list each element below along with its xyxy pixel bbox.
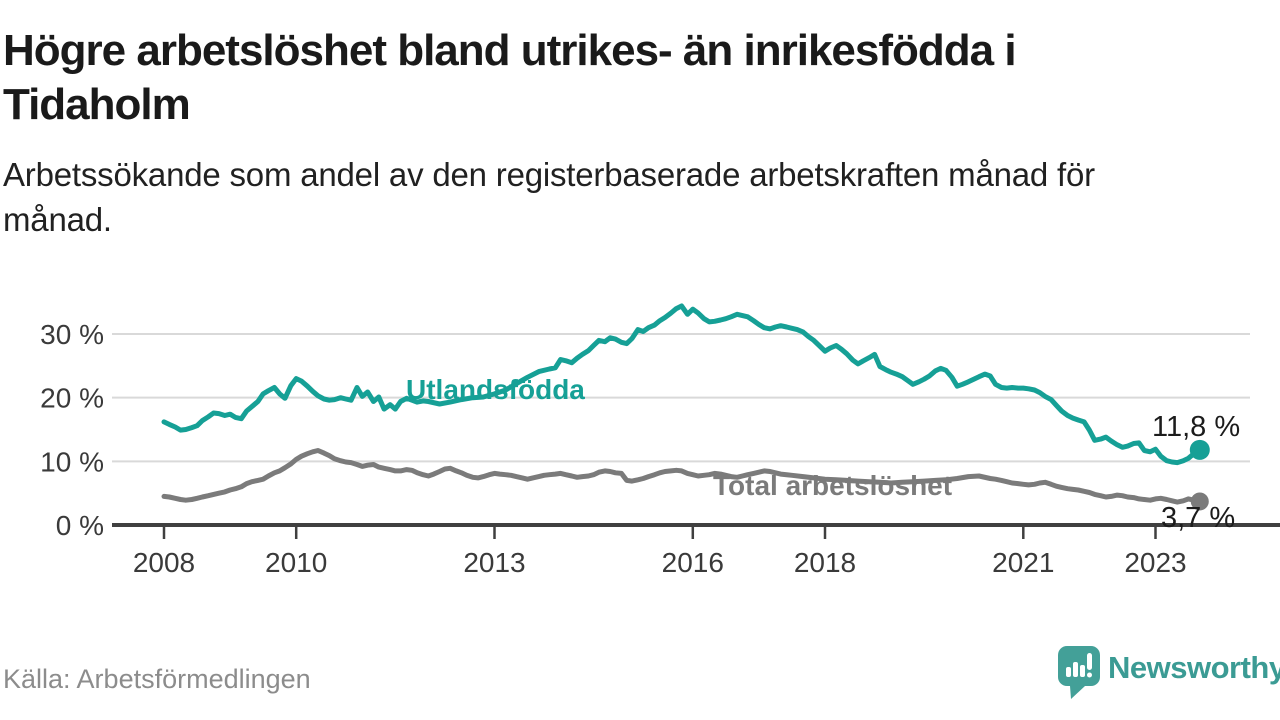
end-value-label-utlandsfodda: 11,8 %: [1152, 411, 1241, 443]
series-label-total-arbetsloshet: Total arbetslöshet: [713, 470, 953, 501]
series-line-1: [161, 448, 1203, 505]
source-note: Källa: Arbetsförmedlingen: [3, 664, 311, 694]
y-axis-tick-label: 10 %: [40, 446, 104, 477]
x-axis-tick-label: 2021: [992, 547, 1054, 578]
series-line-0: [161, 303, 1203, 466]
y-axis-tick-label: 0 %: [56, 510, 104, 541]
series-end-dot-1: [1190, 492, 1209, 511]
x-axis-tick-label: 2013: [463, 547, 525, 578]
line-chart-canvas: 0 % 10 % 20 % 30 % 2008 2010 2013 2016 2018 2021 2…: [40, 303, 1280, 578]
page-title: Högre arbetslöshet bland utrikes- än inr…: [3, 24, 1265, 132]
x-axis-tick-label: 2016: [662, 547, 724, 578]
chart-subtitle: Arbetssökande som andel av den registerb…: [3, 152, 1203, 242]
x-axis-tick-label: 2023: [1124, 547, 1186, 578]
end-value-label-total: 3,7 %: [1161, 502, 1236, 534]
series-label-utlandsfodda: Utlandsfödda: [406, 374, 585, 405]
y-axis-tick-label: 30 %: [40, 319, 104, 350]
newsworthy-logo: Newsworthy: [1058, 646, 1280, 700]
newsworthy-logo-icon: [1058, 646, 1100, 699]
title-line-2: Tidaholm: [3, 80, 191, 129]
y-axis-tick-label: 20 %: [40, 383, 104, 414]
series-end-dot-0: [1189, 439, 1210, 460]
bar-chart-glyph: [1066, 667, 1071, 677]
x-axis-tick-label: 2018: [794, 547, 856, 578]
x-axis-tick-label: 2008: [133, 547, 195, 578]
title-line-1: Högre arbetslöshet bland utrikes- än inr…: [3, 26, 1017, 75]
newsworthy-wordmark: Newsworthy: [1108, 650, 1280, 685]
exclamation-glyph: [1087, 653, 1092, 670]
subtitle-line-1: Arbetssökande som andel av den registerb…: [3, 156, 1095, 193]
subtitle-line-2: månad.: [3, 201, 112, 238]
x-axis-tick-label: 2010: [265, 547, 327, 578]
